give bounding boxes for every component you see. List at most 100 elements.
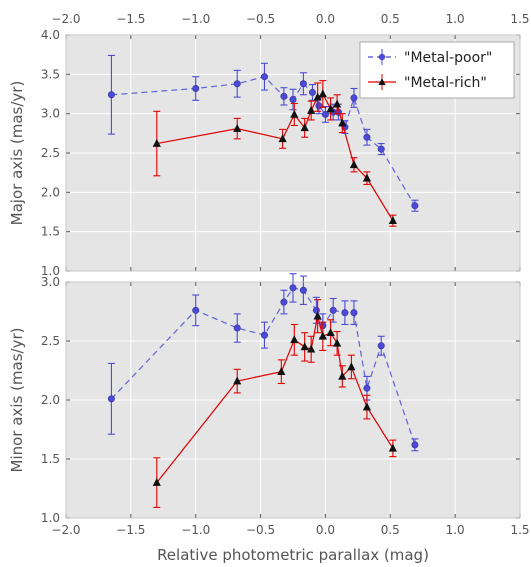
x-tick-label: 0.5	[381, 12, 400, 26]
y-tick-label: 1.5	[41, 225, 60, 239]
y-tick-label: 3.0	[41, 107, 60, 121]
data-point	[233, 123, 242, 132]
data-point	[307, 105, 316, 114]
data-point	[318, 89, 327, 98]
data-point	[280, 92, 288, 100]
data-point	[289, 96, 297, 104]
data-point	[233, 324, 241, 332]
data-point	[307, 344, 316, 353]
x-tick-label: −0.5	[246, 523, 275, 537]
data-point	[152, 477, 161, 486]
data-point	[260, 331, 268, 339]
y-tick-label: 1.5	[41, 452, 60, 466]
y-tick-label: 2.5	[41, 334, 60, 348]
data-point	[338, 118, 347, 127]
x-tick-label: 0.0	[316, 12, 335, 26]
legend-marker	[378, 78, 386, 85]
data-point	[362, 173, 372, 182]
x-tick-label: 1.5	[510, 12, 529, 26]
data-point	[312, 306, 320, 314]
data-point	[338, 371, 347, 380]
data-point	[289, 284, 297, 292]
y-tick-label: 3.5	[41, 67, 60, 81]
data-point	[233, 376, 242, 385]
x-tick-label: −1.0	[181, 12, 210, 26]
legend-label: "Metal-rich"	[404, 75, 487, 91]
data-point	[290, 109, 299, 118]
plot-frame	[65, 34, 521, 272]
x-tick-label: −1.5	[116, 523, 145, 537]
plot-frame	[65, 281, 521, 519]
data-point	[326, 104, 335, 113]
data-point	[363, 384, 371, 392]
data-point	[333, 99, 342, 108]
y-tick-label: 4.0	[41, 28, 60, 42]
data-point	[341, 309, 349, 317]
y-tick-label: 3.0	[41, 275, 60, 289]
data-point	[299, 286, 307, 294]
y-tick-label: 2.5	[41, 146, 60, 160]
data-point	[278, 134, 287, 143]
y-tick-label: 1.0	[41, 511, 60, 525]
x-tick-label: −2.0	[51, 12, 80, 26]
x-tick-label: 0.0	[316, 523, 335, 537]
data-point	[233, 80, 241, 88]
legend-box	[359, 41, 515, 99]
data-point	[315, 102, 323, 110]
data-point	[377, 342, 385, 350]
data-point	[411, 441, 419, 449]
data-point	[326, 328, 335, 337]
x-tick-label: 1.0	[446, 12, 465, 26]
data-point	[277, 367, 286, 375]
x-tick-label: 1.5	[510, 523, 529, 537]
series-metal-rich	[152, 299, 397, 508]
y-tick-label: 1.0	[41, 264, 60, 278]
panel-bottom: −2.0 −1.5 −1.0 −0.5 0.0 0.5 1.0 1.5 1.0 1.5 2.0 2.5…	[8, 273, 530, 564]
data-point	[290, 335, 299, 344]
x-axis-label: Relative photometric parallax (mag)	[157, 546, 429, 564]
y-axis-label: Major axis (mas/yr)	[8, 81, 26, 226]
data-point	[192, 306, 200, 314]
data-point	[350, 94, 358, 102]
x-tick-label: 1.0	[446, 523, 465, 537]
data-point	[411, 202, 419, 210]
data-point	[300, 342, 309, 351]
data-point	[308, 88, 316, 96]
y-tick-label: 2.0	[41, 393, 60, 407]
data-point	[260, 73, 268, 81]
data-point	[388, 443, 397, 452]
data-point	[347, 362, 356, 371]
series-metal-rich	[152, 80, 397, 227]
data-point	[152, 138, 161, 147]
data-point	[107, 395, 115, 403]
x-tick-label: −0.5	[246, 12, 275, 26]
data-point	[107, 91, 115, 99]
y-tick-label: 2.0	[41, 185, 60, 199]
data-point	[350, 309, 358, 317]
data-point	[333, 338, 342, 347]
y-axis-label: Minor axis (mas/yr)	[8, 328, 26, 473]
data-point	[192, 84, 200, 92]
series-line	[111, 76, 416, 207]
x-tick-label: −1.5	[116, 12, 145, 26]
data-point	[321, 110, 329, 118]
data-point	[349, 160, 359, 169]
data-point	[377, 145, 385, 153]
x-tick-label: −2.0	[51, 523, 80, 537]
data-point	[363, 133, 371, 141]
legend-label: "Metal-poor"	[404, 50, 492, 66]
data-point	[362, 402, 372, 411]
data-point	[388, 215, 397, 224]
panel-top: −2.0 −1.5 −1.0 −0.5 0.0 0.5 1.0 1.5 1.0 1.5 2.0 2.5…	[8, 12, 530, 278]
data-point	[329, 306, 337, 314]
x-tick-label: −1.0	[181, 523, 210, 537]
data-point	[299, 80, 307, 88]
legend: "Metal-poor" "Metal-rich"	[359, 41, 515, 99]
legend-marker	[378, 53, 386, 61]
data-point	[300, 123, 309, 132]
data-point	[280, 298, 288, 306]
data-point	[318, 331, 327, 340]
x-tick-label: 0.5	[381, 523, 400, 537]
data-point	[313, 311, 322, 320]
